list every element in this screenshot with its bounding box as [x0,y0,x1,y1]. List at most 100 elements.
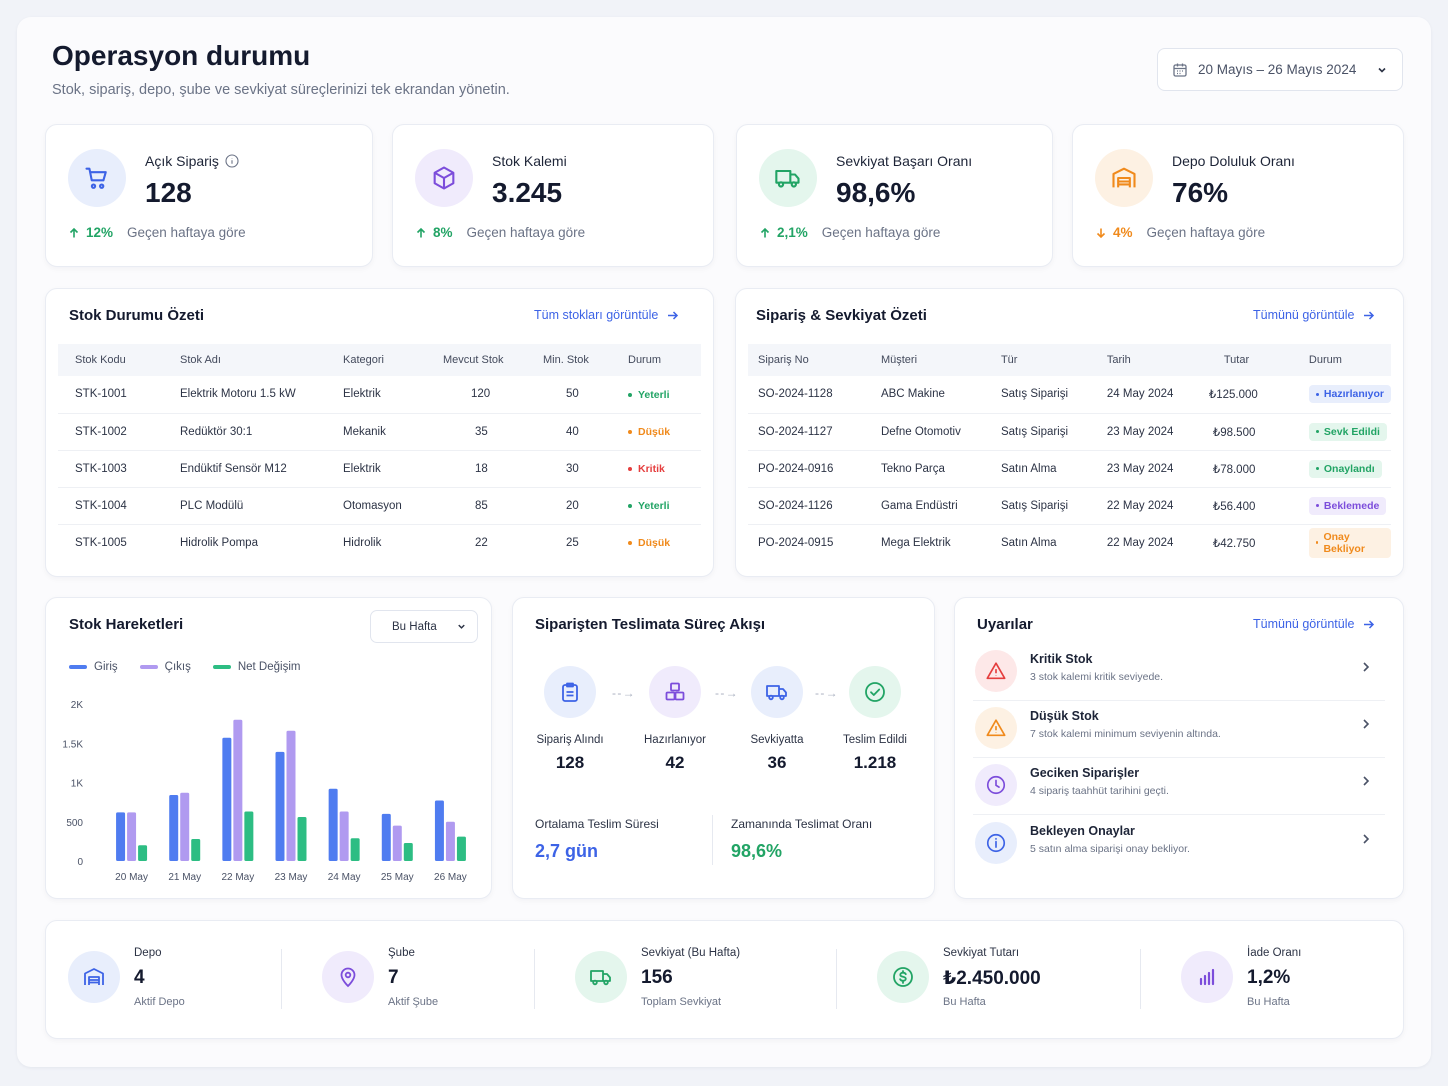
column-header: Min. Stok [543,354,589,366]
process-flow-card: Siparişten Teslimata Süreç Akışı Sipariş… [512,597,935,899]
bar-çıkış[interactable] [392,825,402,861]
status-badge: Hazırlanıyor [1308,385,1391,404]
kpi-change: 12% [86,225,114,240]
alert-item-delayed-orders[interactable]: Geciken Siparişler 4 sipariş taahhüt tar… [973,758,1385,815]
bar-net-değişim[interactable] [191,839,201,861]
cell-type: Satış Siparişi [983,413,1090,451]
ontime-delivery-label: Zamanında Teslimat Oranı [731,817,873,831]
cell-category: Hidrolik [343,536,382,549]
bar-net-değişim[interactable] [138,845,148,861]
bar-giriş[interactable] [169,795,179,861]
cell-min: 30 [526,450,611,488]
bar-çıkış[interactable] [233,719,243,861]
cell-customer: Gama Endüstri [863,487,984,525]
table-row[interactable]: STK-1002 Redüktör 30:1 Mekanik 35 40 Düşük [58,413,701,451]
bar-giriş[interactable] [275,751,285,861]
bar-net-değişim[interactable] [403,842,413,861]
alert-item-critical-stock[interactable]: Kritik Stok 3 stok kalemi kritik seviyed… [973,644,1385,701]
cell-date: 22 May 2024 [1089,487,1196,525]
cell-name: Redüktör 30:1 [163,413,326,451]
bar-çıkış[interactable] [445,821,455,861]
cell-name: Endüktif Sensör M12 [163,450,326,488]
bar-net-değişim[interactable] [297,817,307,861]
table-row[interactable]: SO-2024-1128 ABC Makine Satış Siparişi 24 M… [748,376,1391,414]
bar-giriş[interactable] [434,800,444,861]
stock-table: Stok Kodu Stok Adı Kategori Mevcut Stok … [58,344,701,561]
bar-çıkış[interactable] [180,792,190,861]
legend-item: Çıkış [139,661,191,673]
flow-step-value: 42 [665,753,685,772]
cell-code: STK-1001 [58,376,163,414]
bar-giriş[interactable] [328,788,338,861]
info-icon[interactable] [225,154,239,168]
cell-min: 50 [526,376,611,414]
kpi-label: Sevkiyat Başarı Oranı [836,153,973,169]
status-badge: Sevk Edildi [1308,422,1387,441]
table-row[interactable]: STK-1003 Endüktif Sensör M12 Elektrik 18 30 K… [58,450,701,488]
bar-net-değişim[interactable] [244,811,254,861]
flow-step[interactable]: Sevkiyatta 36 [729,666,825,773]
dollar-circle-icon [877,951,929,1003]
x-tick-label: 26 May [434,872,467,883]
kpi-card-warehouse-occupancy[interactable]: Depo Doluluk Oranı 76% 4% Geçen haftaya g… [1072,124,1404,267]
bar-net-değişim[interactable] [350,838,360,861]
cell-customer: Tekno Parça [863,450,984,488]
bar-chart-icon [1181,951,1233,1003]
cell-order-no: SO-2024-1127 [748,413,864,451]
status-badge: Düşük [628,426,670,438]
bar-giriş[interactable] [116,812,126,861]
kpi-value: 98,6% [836,177,916,208]
cell-current: 18 [426,450,526,488]
table-row[interactable]: PO-2024-0916 Tekno Parça Satın Alma 23 May … [748,450,1391,488]
bar-giriş[interactable] [381,813,391,861]
table-row[interactable]: SO-2024-1126 Gama Endüstri Satış Siparişi 2… [748,487,1391,525]
flow-arrow-icon: - - → [815,686,838,700]
bar-giriş[interactable] [222,737,232,861]
kpi-card-shipment-success[interactable]: Sevkiyat Başarı Oranı 98,6% 2,1% Geçen ha… [736,124,1053,267]
bar-net-değişim[interactable] [456,836,466,861]
view-all-stock-link[interactable]: Tüm stokları görüntüle [534,308,679,322]
column-header: Müşteri [880,354,918,366]
alert-desc: 4 sipariş taahhüt tarihini geçti. [1030,785,1169,797]
view-all-orders-link[interactable]: Tümünü görüntüle [1253,308,1375,322]
period-dropdown[interactable]: Bu Hafta [370,610,478,643]
stat-sub: Aktif Şube [388,996,439,1008]
flow-step[interactable]: Hazırlanıyor 42 [627,666,723,773]
chevron-right-icon [1363,719,1370,729]
divider [534,949,535,1009]
table-row[interactable]: PO-2024-0915 Mega Elektrik Satın Alma 22 Ma… [748,524,1391,561]
x-tick-label: 25 May [381,872,414,883]
chevron-right-icon [1363,776,1370,786]
cell-min: 20 [526,487,611,525]
table-row[interactable]: STK-1001 Elektrik Motoru 1.5 kW Elektrik 12… [58,376,701,414]
x-tick-label: 21 May [168,872,201,883]
clipboard-icon [544,666,596,718]
date-range-picker[interactable]: 20 Mayıs – 26 Mayıs 2024 [1157,48,1403,91]
section-title: Stok Hareketleri [69,616,184,633]
kpi-value: 3.245 [492,177,563,208]
cell-amount: ₺125.000 [1195,376,1292,414]
cell-code: STK-1005 [75,536,127,549]
view-all-alerts-link[interactable]: Tümünü görüntüle [1253,617,1375,631]
arrow-up-icon [69,227,79,237]
alert-item-low-stock[interactable]: Düşük Stok 7 stok kalemi minimum seviyen… [973,701,1385,758]
table-row[interactable]: SO-2024-1127 Defne Otomotiv Satış Siparişi… [748,413,1391,451]
truck-icon [751,666,803,718]
table-row[interactable]: STK-1005 Hidrolik Pompa Hidrolik 22 25 Düşük [58,524,701,561]
cell-date: 24 May 2024 [1089,376,1196,414]
flow-step[interactable]: Sipariş Alındı 128 [522,666,618,773]
alert-item-pending-approvals[interactable]: Bekleyen Onaylar 5 satın alma siparişi o… [973,816,1385,873]
stat-label: Sevkiyat Tutarı [943,947,1020,959]
bar-çıkış[interactable] [127,812,137,861]
bar-çıkış[interactable] [286,730,296,861]
flow-step[interactable]: Teslim Edildi 1.218 [827,666,923,773]
section-title: Stok Durumu Özeti [69,307,205,324]
kpi-label: Stok Kalemi [492,153,567,169]
chevron-right-icon [1363,834,1370,844]
status-badge: Onay Bekliyor [1308,527,1391,558]
chevron-down-icon [1378,67,1386,73]
kpi-card-stock-items[interactable]: Stok Kalemi 3.245 8% Geçen haftaya göre [392,124,714,267]
kpi-card-open-orders[interactable]: Açık Sipariş 128 12% Geçen haftaya göre [45,124,373,267]
bar-çıkış[interactable] [339,811,349,861]
table-row[interactable]: STK-1004 PLC Modülü Otomasyon 85 20 Yeterli [58,487,701,525]
